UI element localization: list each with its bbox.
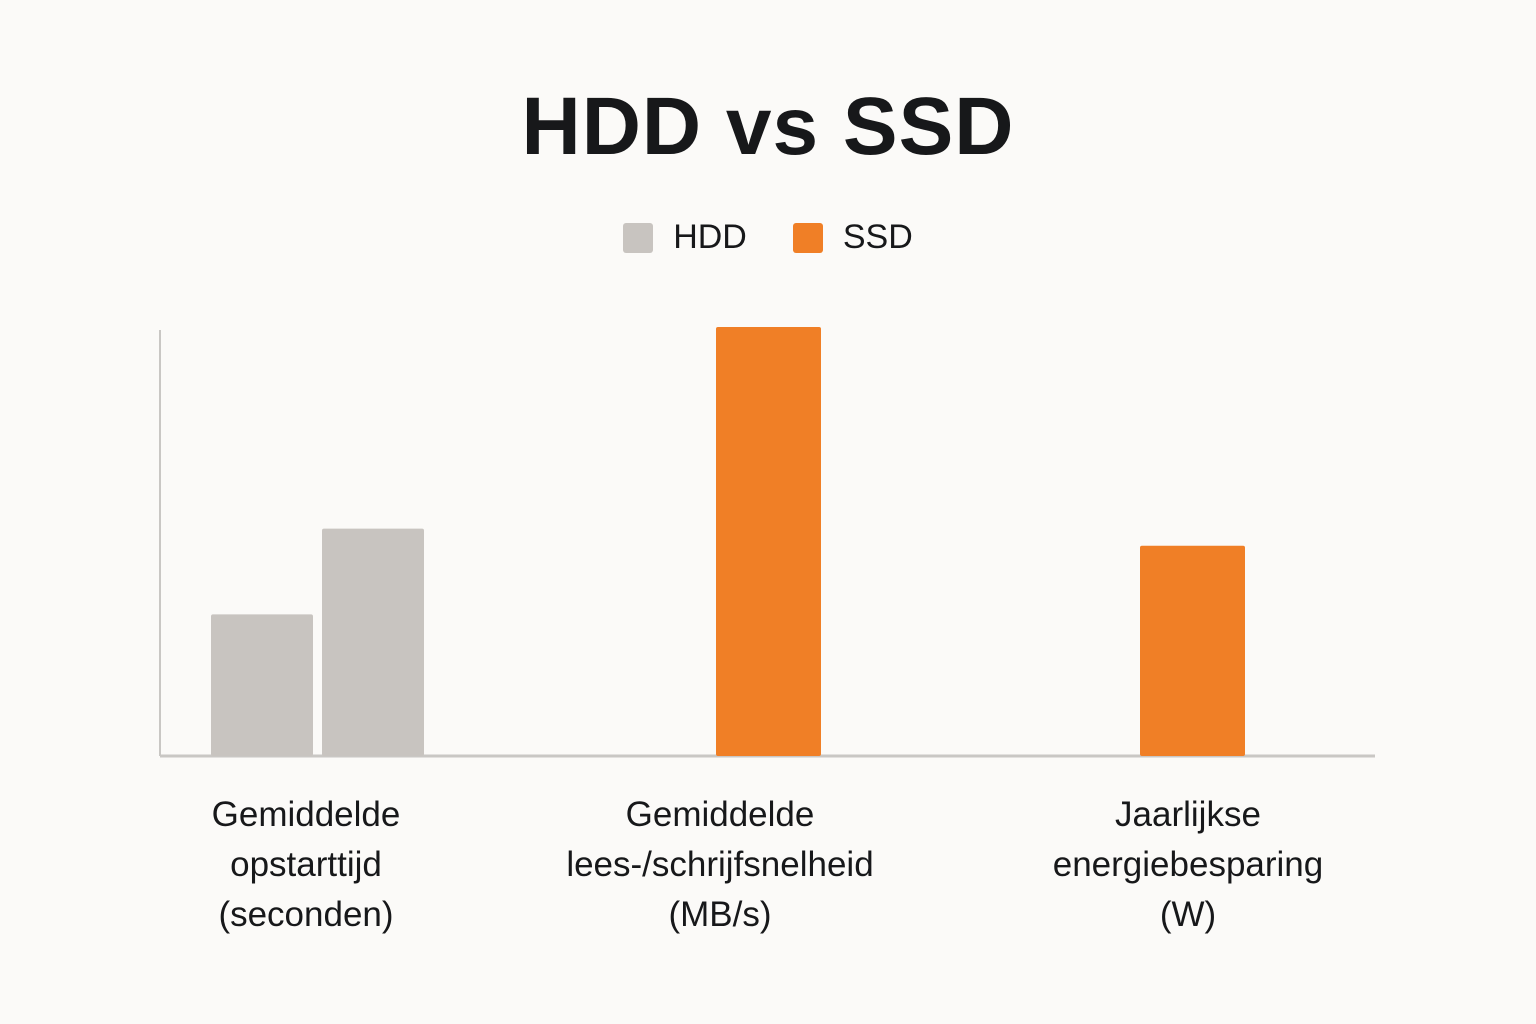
bar-ssd-2 xyxy=(1140,545,1245,756)
legend-item-hdd: HDD xyxy=(623,218,747,257)
bar-ssd-0 xyxy=(322,528,424,756)
legend-label-hdd: HDD xyxy=(673,218,747,256)
legend-label-ssd: SSD xyxy=(842,218,913,256)
bar-ssd-1 xyxy=(716,327,821,756)
legend-swatch-hdd xyxy=(623,222,654,253)
legend-swatch-ssd xyxy=(792,222,823,253)
chart-title: HDD vs SSD xyxy=(521,81,1015,172)
legend-item-ssd: SSD xyxy=(792,218,913,257)
bar-hdd-0 xyxy=(211,614,313,756)
legend: HDD SSD xyxy=(0,218,1536,257)
category-label: Jaarlijkse energiebesparing (W) xyxy=(1052,795,1324,934)
category-label: Gemiddelde opstarttijd (seconden) xyxy=(211,795,401,934)
category-label: Gemiddelde lees-/schrijfsnelheid (MB/s) xyxy=(566,795,874,934)
